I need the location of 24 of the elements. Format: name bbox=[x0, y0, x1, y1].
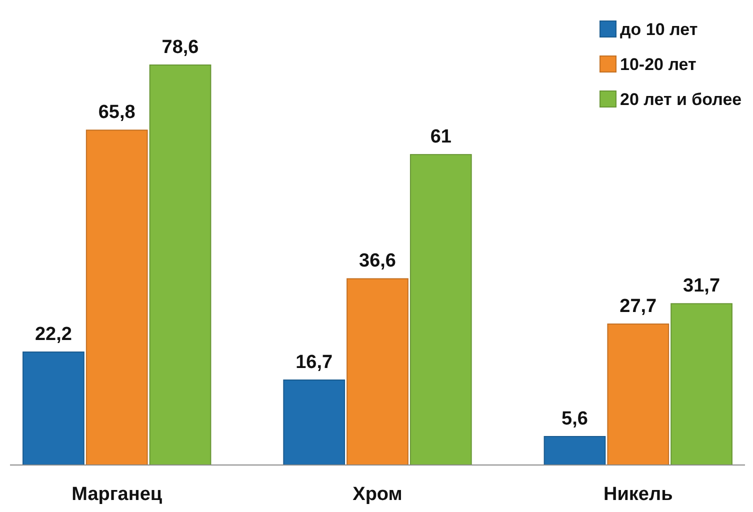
data-label: 27,7 bbox=[620, 296, 657, 318]
bar bbox=[283, 380, 346, 466]
bar bbox=[149, 64, 212, 466]
bar bbox=[607, 324, 670, 466]
x-tick-label: Никель bbox=[604, 484, 673, 505]
legend-label: до 10 лет bbox=[620, 20, 698, 39]
bar bbox=[86, 130, 148, 466]
bar bbox=[346, 278, 408, 466]
x-tick-label: Марганец bbox=[72, 484, 162, 505]
data-label: 22,2 bbox=[34, 324, 72, 346]
bar bbox=[22, 352, 84, 466]
data-label: 78,6 bbox=[162, 37, 199, 58]
data-label: 5,6 bbox=[562, 408, 588, 430]
data-label: 16,7 bbox=[296, 352, 333, 374]
bar bbox=[410, 154, 472, 466]
legend-label: 10-20 лет bbox=[620, 55, 696, 74]
data-label: 31,7 bbox=[683, 276, 720, 297]
x-tick-label: Хром bbox=[352, 484, 402, 505]
legend-label: 20 лет и более bbox=[620, 90, 742, 109]
bar bbox=[544, 436, 606, 466]
data-label: 61 bbox=[430, 126, 452, 148]
data-label: 65,8 bbox=[98, 102, 136, 124]
data-label: 36,6 bbox=[359, 250, 396, 272]
bar bbox=[670, 303, 732, 466]
